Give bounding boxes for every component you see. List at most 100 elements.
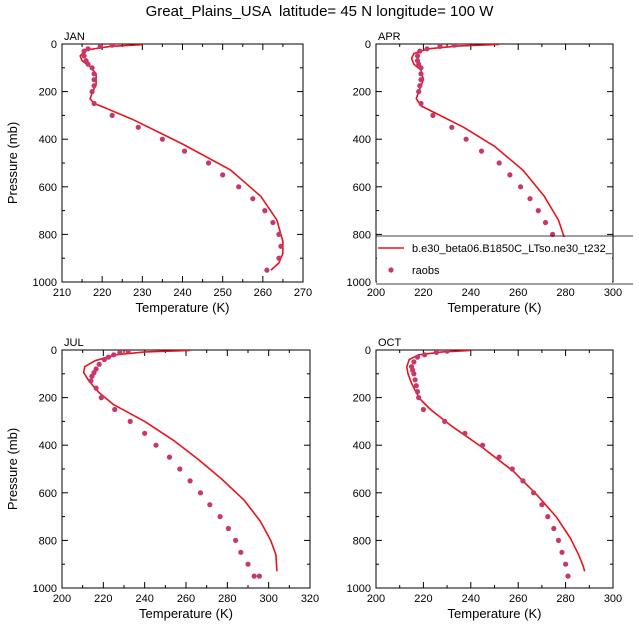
raobs-point: [417, 83, 423, 89]
raobs-point: [463, 136, 469, 142]
y-tick-label: 1000: [33, 583, 57, 595]
raobs-point: [101, 356, 107, 363]
y-tick-label: 0: [51, 345, 57, 357]
raobs-point: [98, 395, 104, 401]
raobs-point: [251, 573, 257, 579]
raobs-point: [262, 208, 268, 214]
raobs-point: [412, 377, 418, 383]
raobs-point: [111, 352, 117, 358]
y-tick-label: 200: [353, 393, 371, 405]
raobs-point: [278, 243, 284, 249]
raobs-point: [225, 525, 231, 532]
y-tick-label: 800: [353, 535, 371, 547]
x-tick-label: 260: [254, 287, 272, 299]
raobs-point: [420, 406, 426, 413]
raobs-point: [542, 219, 549, 226]
raobs-point: [238, 549, 244, 555]
raobs-point: [81, 53, 87, 59]
legend-model-label: b.e30_beta06.B1850C_LTso.ne30_t232_: [412, 243, 613, 255]
legend: b.e30_beta06.B1850C_LTso.ne30_t232_raobs: [376, 235, 633, 285]
plot-frame: [61, 349, 311, 589]
y-tick-label: 400: [353, 440, 371, 452]
y-tick-label: 200: [353, 87, 371, 99]
x-tick-label: 260: [509, 593, 527, 605]
raobs-point: [418, 71, 424, 77]
model-series-line: [82, 350, 278, 572]
series-group: [79, 44, 284, 273]
panel-label: OCT: [378, 337, 402, 349]
x-tick-label: 280: [218, 593, 236, 605]
x-axis-label: Temperature (K): [136, 300, 230, 315]
raobs-point: [414, 389, 421, 395]
raobs-point: [153, 442, 159, 448]
raobs-point: [416, 89, 422, 95]
y-tick-label: 200: [39, 393, 57, 405]
raobs-point: [507, 172, 513, 178]
legend-marker-swatch: [388, 267, 394, 273]
x-axis-label: Temperature (K): [448, 300, 542, 315]
y-tick-label: 1000: [347, 277, 371, 289]
raobs-point: [159, 136, 165, 142]
model-series-line: [405, 350, 586, 572]
raobs-point: [206, 160, 212, 166]
y-tick-label: 800: [353, 229, 371, 241]
panel-jan: 210 220 230 240 250 260 270 0 200 400 600 800 1000 JA…: [5, 31, 312, 315]
raobs-point: [422, 352, 428, 358]
raobs-point: [217, 514, 223, 520]
raobs-point: [233, 537, 239, 544]
raobs-point: [220, 172, 226, 178]
raobs-point: [416, 395, 422, 401]
raobs-point: [418, 77, 424, 83]
raobs-point: [125, 350, 131, 354]
y-tick-label: 600: [39, 182, 57, 194]
raobs-point: [81, 48, 87, 54]
x-tick-label: 260: [509, 287, 527, 299]
raobs-point: [418, 100, 424, 107]
panel-jul: 200 220 240 260 280 300 320 0 200 400 600 800 1000 JU…: [5, 337, 319, 621]
x-tick-label: 220: [94, 593, 112, 605]
raobs-point: [91, 77, 97, 83]
y-axis-label: Pressure (mb): [5, 428, 20, 510]
raobs-point: [166, 454, 173, 460]
raobs-point: [430, 112, 436, 118]
raobs-point: [276, 255, 282, 261]
raobs-point: [531, 490, 537, 496]
raobs-point: [117, 350, 123, 355]
y-tick-label: 0: [365, 345, 371, 357]
y-axis-label: Pressure (mb): [5, 122, 20, 204]
raobs-point: [91, 71, 97, 77]
raobs-point: [414, 53, 421, 59]
x-tick-label: 200: [367, 593, 385, 605]
y-tick-label: 1000: [347, 583, 371, 595]
raobs-point: [142, 430, 148, 436]
x-axis-label: Temperature (K): [139, 606, 233, 621]
x-tick-label: 250: [213, 287, 231, 299]
raobs-point: [96, 361, 102, 367]
raobs-point: [411, 371, 417, 377]
raobs-point: [93, 385, 99, 391]
y-tick-label: 600: [353, 182, 371, 194]
raobs-point: [555, 537, 562, 544]
raobs-point: [177, 466, 183, 472]
raobs-point: [433, 350, 439, 355]
panel-apr: 200 220 240 260 280 300 0 200 400 600 800 1000 APR Te…: [347, 31, 623, 315]
raobs-point: [414, 354, 421, 360]
y-tick-label: 600: [353, 488, 371, 500]
x-tick-label: 220: [414, 593, 432, 605]
raobs-point: [91, 100, 97, 107]
y-tick-label: 400: [353, 134, 371, 146]
x-tick-label: 210: [53, 287, 71, 299]
x-tick-label: 270: [294, 287, 312, 299]
raobs-point: [91, 83, 97, 89]
panel-label: APR: [378, 31, 401, 43]
raobs-point: [89, 373, 95, 379]
raobs-point: [551, 525, 557, 532]
series-group: [82, 350, 278, 579]
x-tick-label: 230: [133, 287, 151, 299]
raobs-point: [236, 184, 242, 190]
raobs-point: [442, 418, 448, 424]
model-series-line: [79, 44, 284, 271]
raobs-point: [449, 124, 455, 130]
raobs-point: [413, 383, 419, 389]
